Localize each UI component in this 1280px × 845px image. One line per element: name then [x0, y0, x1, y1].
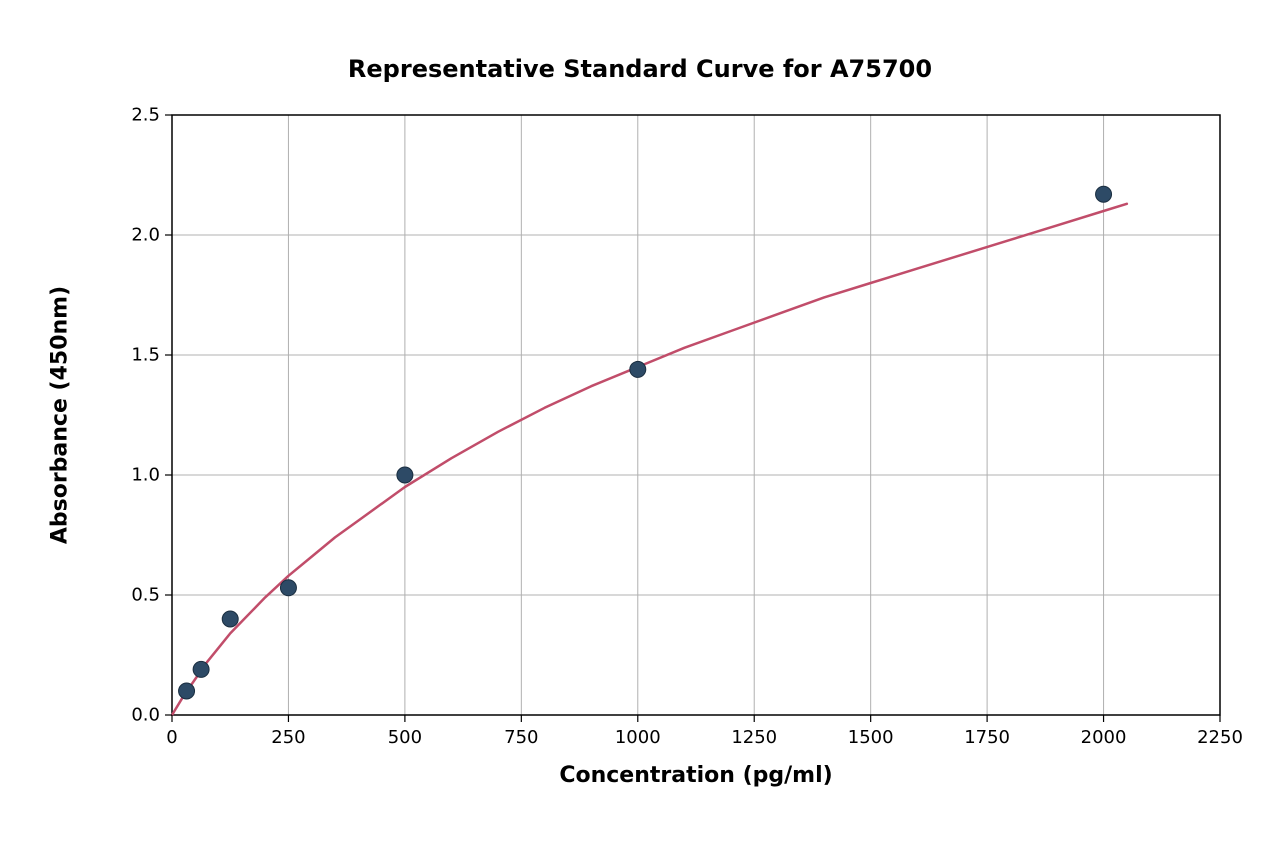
x-axis-label: Concentration (pg/ml) [559, 763, 832, 788]
x-tick-label: 2250 [1197, 727, 1243, 748]
data-point [222, 611, 238, 627]
chart-title: Representative Standard Curve for A75700 [0, 55, 1280, 83]
data-point [193, 661, 209, 677]
chart-container: Representative Standard Curve for A75700… [0, 0, 1280, 845]
data-point [1096, 186, 1112, 202]
chart-svg [0, 0, 1280, 845]
x-tick-label: 750 [504, 727, 538, 748]
x-tick-label: 1000 [615, 727, 661, 748]
x-tick-label: 0 [166, 727, 177, 748]
data-point [397, 467, 413, 483]
fit-curve [172, 204, 1127, 715]
data-point [630, 361, 646, 377]
y-tick-label: 2.5 [124, 105, 160, 126]
x-tick-label: 500 [388, 727, 422, 748]
x-tick-label: 2000 [1081, 727, 1127, 748]
y-axis-label: Absorbance (450nm) [48, 286, 73, 544]
y-tick-label: 1.0 [124, 465, 160, 486]
x-tick-label: 1750 [964, 727, 1010, 748]
y-tick-label: 0.0 [124, 705, 160, 726]
data-point [179, 683, 195, 699]
x-tick-label: 1250 [731, 727, 777, 748]
x-tick-label: 1500 [848, 727, 894, 748]
data-point [280, 580, 296, 596]
y-tick-label: 0.5 [124, 585, 160, 606]
y-tick-label: 2.0 [124, 225, 160, 246]
plot-border [172, 115, 1220, 715]
x-tick-label: 250 [271, 727, 305, 748]
y-tick-label: 1.5 [124, 345, 160, 366]
